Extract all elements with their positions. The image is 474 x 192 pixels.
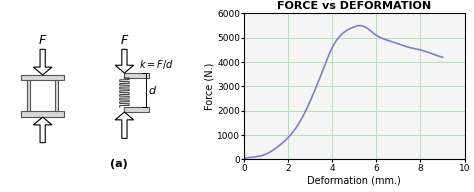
Title: FORCE vs DEFORMATION: FORCE vs DEFORMATION [277, 1, 431, 11]
Polygon shape [115, 112, 134, 138]
Bar [27, 80, 30, 111]
X-axis label: Deformation (mm.): Deformation (mm.) [308, 175, 401, 185]
Bar [21, 111, 64, 117]
Text: $k=F/d$: $k=F/d$ [138, 58, 173, 70]
Bar [124, 73, 149, 78]
Text: $F$: $F$ [120, 34, 129, 47]
Bar [21, 75, 64, 80]
Polygon shape [33, 49, 52, 75]
Text: $d$: $d$ [148, 84, 157, 96]
Bar [55, 80, 58, 111]
Y-axis label: Force (N.): Force (N.) [204, 63, 214, 110]
Text: $F$: $F$ [38, 34, 47, 47]
Polygon shape [115, 49, 134, 73]
Text: (a): (a) [109, 159, 128, 169]
Bar [124, 107, 149, 112]
Polygon shape [33, 117, 52, 143]
